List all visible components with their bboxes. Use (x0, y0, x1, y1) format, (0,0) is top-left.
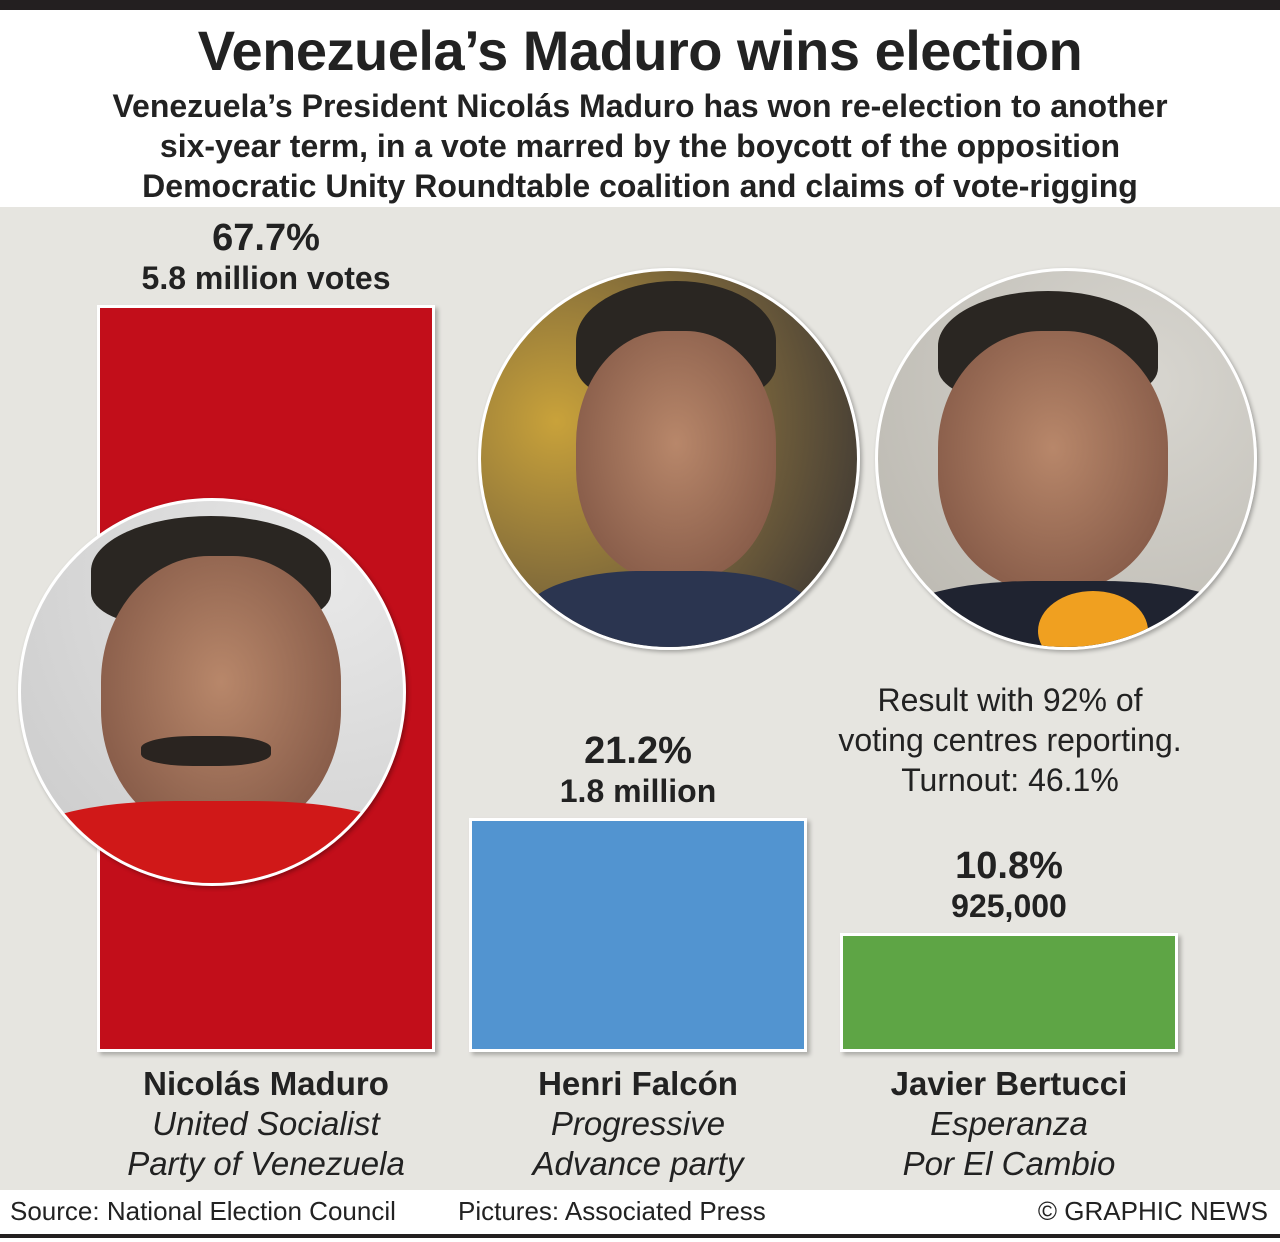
bar-falcon (469, 818, 807, 1052)
candidate-name: Javier Bertucci (890, 1065, 1128, 1102)
party-line: United Socialist (152, 1105, 380, 1142)
party-line: Por El Cambio (902, 1145, 1116, 1182)
candidate-name: Henri Falcón (538, 1065, 738, 1102)
subtitle-line: six-year term, in a vote marred by the b… (159, 128, 1121, 164)
source-credit: Source: National Election Council (10, 1196, 396, 1226)
candidate-maduro: Nicolás Maduro United Socialist Party of V… (76, 1064, 456, 1184)
reporting-note: Result with 92% of voting centres report… (800, 680, 1220, 800)
candidate-falcon: Henri Falcón Progressive Advance party (448, 1064, 828, 1184)
subtitle: Venezuela’s President Nicolás Maduro has… (40, 86, 1240, 206)
bar-bertucci (840, 932, 1178, 1052)
value-label-falcon: 21.2% 1.8 million (449, 730, 827, 810)
photo-bertucci (875, 268, 1257, 650)
votes-label: 5.8 million votes (141, 260, 391, 296)
percent-label: 21.2% (584, 730, 692, 773)
photo-maduro (18, 498, 406, 886)
candidate-name: Nicolás Maduro (143, 1065, 389, 1102)
value-label-maduro: 67.7% 5.8 million votes (77, 217, 455, 297)
note-line: voting centres reporting. (838, 722, 1182, 758)
party-line: Party of Venezuela (127, 1145, 405, 1182)
page-title: Venezuela’s Maduro wins election (197, 19, 1083, 82)
votes-label: 925,000 (951, 887, 1067, 924)
note-line: Turnout: 46.1% (901, 762, 1119, 798)
candidate-bertucci: Javier Bertucci Esperanza Por El Cambio (819, 1064, 1199, 1184)
subtitle-line: Democratic Unity Roundtable coalition an… (142, 168, 1138, 204)
bottom-rule (0, 1234, 1280, 1238)
party-line: Esperanza (930, 1105, 1088, 1142)
votes-label: 1.8 million (559, 773, 717, 810)
top-rule (0, 0, 1280, 10)
photo-falcon (478, 268, 860, 650)
pictures-credit: Pictures: Associated Press (458, 1196, 766, 1226)
percent-label: 10.8% (955, 844, 1063, 887)
party-line: Advance party (532, 1145, 744, 1182)
party-line: Progressive (550, 1105, 726, 1142)
graphic-news-credit: © GRAPHIC NEWS (1037, 1196, 1268, 1226)
subtitle-line: Venezuela’s President Nicolás Maduro has… (112, 88, 1168, 124)
percent-label: 67.7% (212, 217, 320, 259)
note-line: Result with 92% of (877, 682, 1143, 718)
value-label-bertucci: 10.8% 925,000 (820, 845, 1198, 925)
